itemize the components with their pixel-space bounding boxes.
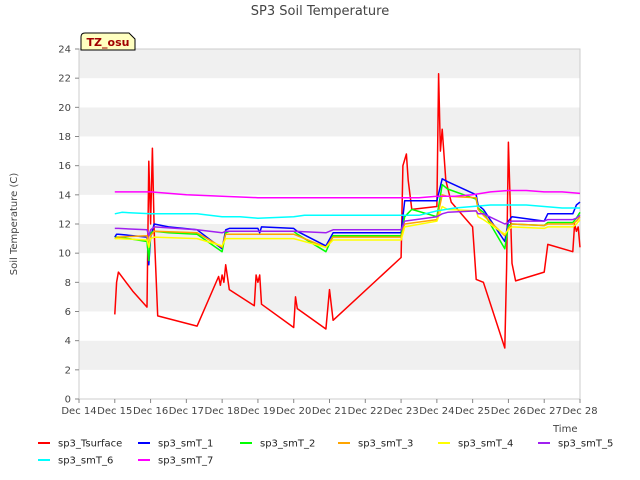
x-axis-title: Time: [552, 424, 577, 435]
y-tick-label: 2: [65, 365, 71, 376]
grid-band: [79, 253, 580, 283]
grid-band: [79, 49, 580, 79]
grid-band: [79, 194, 580, 224]
y-tick-label: 0: [65, 395, 71, 406]
legend-label: sp3_smT_1: [158, 439, 213, 450]
y-tick-label: 6: [65, 307, 71, 318]
y-tick-label: 14: [58, 190, 71, 201]
y-axis-title: Soil Temperature (C): [9, 173, 20, 276]
x-tick-label: Dec 26: [491, 406, 526, 417]
grid-band: [79, 78, 580, 108]
x-tick-label: Dec 19: [240, 406, 275, 417]
legend-label: sp3_Tsurface: [58, 439, 122, 450]
y-tick-label: 4: [65, 336, 71, 347]
tz-badge-box: [80, 32, 136, 51]
x-tick-label: Dec 25: [455, 406, 490, 417]
x-tick-label: Dec 22: [348, 406, 383, 417]
x-tick-label: Dec 20: [276, 406, 311, 417]
legend-label: sp3_smT_6: [58, 456, 113, 467]
x-tick-label: Dec 28: [562, 406, 597, 417]
x-tick-label: Dec 24: [419, 406, 454, 417]
series-lines: [114, 73, 581, 349]
series-line-sp3-smT-7: [114, 189, 581, 199]
x-tick-label: Dec 15: [97, 406, 132, 417]
grid-band: [79, 340, 580, 370]
x-tick-label: Dec 21: [312, 406, 347, 417]
y-tick-label: 20: [58, 103, 71, 114]
legend-label: sp3_smT_7: [158, 456, 213, 467]
grid-band: [79, 136, 580, 166]
y-tick-label: 8: [65, 278, 71, 289]
legend-label: sp3_smT_4: [458, 439, 513, 450]
y-tick-label: 10: [58, 249, 71, 260]
grid-band: [79, 311, 580, 341]
grid-band: [79, 165, 580, 195]
x-tick-label: Dec 23: [383, 406, 418, 417]
tz-badge-label: TZ_osu: [87, 36, 130, 49]
grid-band: [79, 107, 580, 137]
y-tick-label: 24: [58, 45, 71, 56]
x-tick-label: Dec 14: [61, 406, 96, 417]
x-tick-label: Dec 16: [133, 406, 168, 417]
legend-label: sp3_smT_5: [558, 439, 613, 450]
series-line-sp3-smT-6: [114, 204, 580, 219]
x-tick-label: Dec 27: [527, 406, 562, 417]
legend-label: sp3_smT_2: [260, 439, 315, 450]
y-tick-label: 16: [58, 161, 71, 172]
grid-bands: [79, 49, 580, 399]
x-tick-label: Dec 17: [169, 406, 204, 417]
x-tick-label: Dec 18: [205, 406, 240, 417]
series-line-sp3-smT-5: [114, 210, 581, 237]
y-tick-label: 18: [58, 132, 71, 143]
x-axis-ticks: Dec 14 Dec 15 Dec 16 Dec 17 Dec 18 Dec 19 Dec …: [61, 399, 598, 417]
tz-badge: TZ_osu: [80, 32, 136, 51]
series-line-sp3-Tsurface: [114, 73, 581, 349]
grid-band: [79, 369, 580, 399]
y-tick-label: 22: [58, 74, 71, 85]
y-tick-label: 12: [58, 220, 71, 231]
series-line-sp3-smT-4: [114, 205, 581, 249]
legend-label: sp3_smT_3: [358, 439, 413, 450]
chart-title: SP3 Soil Temperature: [251, 4, 389, 19]
legend: sp3_Tsurface sp3_smT_1 sp3_smT_2 sp3_smT_3 s…: [38, 439, 613, 467]
series-line-sp3-smT-3: [114, 194, 581, 249]
